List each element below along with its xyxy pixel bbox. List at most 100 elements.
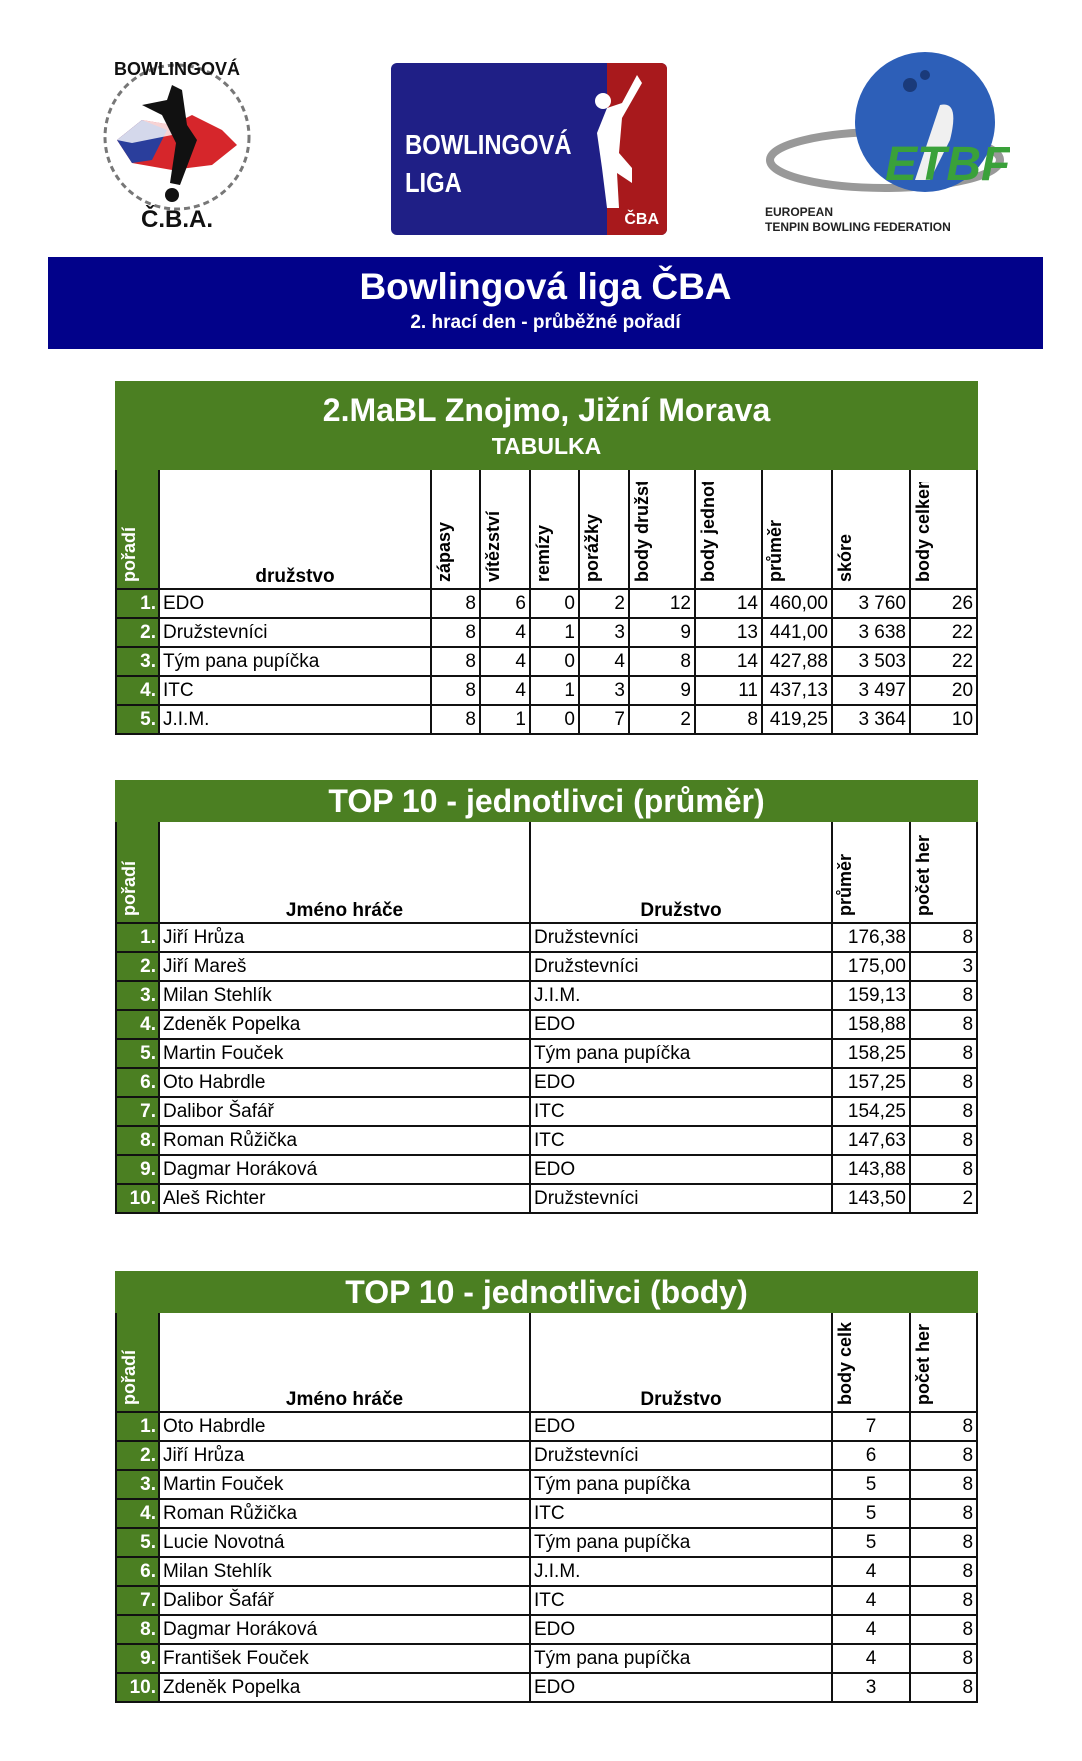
- rank-cell: 10.: [115, 1672, 160, 1703]
- table-cell: 8: [628, 646, 696, 677]
- etbf-logo: ETBF EUROPEAN TENPIN BOWLING FEDERATION: [765, 50, 1012, 235]
- table-cell: EDO: [529, 1067, 833, 1098]
- column-header: průměr: [761, 468, 833, 590]
- table-cell: 8: [908, 1440, 979, 1471]
- rank-cell: 6.: [115, 1556, 160, 1587]
- table-cell: 8: [908, 1038, 979, 1069]
- rank-cell: 4.: [115, 1009, 160, 1040]
- column-header-label: pořadí: [120, 1349, 139, 1405]
- table-row: 4. Zdeněk Popelka EDO 158,88 8: [115, 1009, 979, 1040]
- standings-table: 2.MaBL Znojmo, Jižní Morava TABULKA pořa…: [114, 381, 979, 735]
- table-cell: 22: [908, 646, 979, 677]
- table-cell: ITC: [529, 1125, 833, 1156]
- table-cell: 6: [831, 1440, 911, 1471]
- etbf-line2: TENPIN BOWLING FEDERATION: [765, 220, 951, 234]
- rank-cell: 5.: [115, 1038, 160, 1069]
- table-row: 2. Jiří Hrůza Družstevníci 6 8: [115, 1440, 979, 1471]
- table-cell: 8: [908, 1154, 979, 1185]
- column-header: porážky: [578, 468, 630, 590]
- standings-title-cell: 2.MaBL Znojmo, Jižní Morava TABULKA: [114, 381, 979, 470]
- table-cell: 8: [430, 704, 481, 735]
- table-cell: Družstevníci: [529, 1183, 833, 1214]
- rank-cell: 1.: [115, 922, 160, 953]
- table-cell: 176,38: [831, 922, 911, 953]
- column-header: průměr: [831, 820, 911, 924]
- rank-cell: 3.: [115, 1469, 160, 1500]
- table-cell: 8: [908, 1096, 979, 1127]
- table-cell: Tým pana pupíčka: [158, 646, 432, 677]
- table-cell: 3: [831, 1672, 911, 1703]
- column-header: pořadí: [115, 1311, 160, 1413]
- table-cell: 158,25: [831, 1038, 911, 1069]
- table-row: 6. Milan Stehlík J.I.M. 4 8: [115, 1556, 979, 1587]
- column-header: Jméno hráče: [158, 820, 531, 924]
- table-cell: 11: [694, 675, 763, 706]
- bowler-silhouette-icon: [595, 75, 642, 208]
- column-header: body jednotlivci: [694, 468, 763, 590]
- table-cell: 419,25: [761, 704, 833, 735]
- column-header: skóre: [831, 468, 911, 590]
- table-cell: 20: [908, 675, 979, 706]
- table-cell: 3 497: [831, 675, 911, 706]
- table-cell: 4: [831, 1556, 911, 1587]
- table-cell: 8: [908, 1125, 979, 1156]
- table-cell: 3: [908, 951, 979, 982]
- table-cell: Roman Růžička: [158, 1125, 531, 1156]
- column-header-label: zápasy: [435, 521, 454, 582]
- table-row: 2. Jiří Mareš Družstevníci 175,00 3: [115, 951, 979, 982]
- table-cell: 6: [479, 588, 531, 619]
- table-row: 3. Tým pana pupíčka 8 4 0 4 8 14 427,88 3 503 22: [115, 646, 979, 677]
- standings-subtitle: TABULKA: [491, 432, 602, 459]
- table-cell: Tým pana pupíčka: [529, 1469, 833, 1500]
- table-cell: 13: [694, 617, 763, 648]
- table-cell: 1: [479, 704, 531, 735]
- bowlingova-liga-logo: BOWLINGOVÁ LIGA ČBA: [391, 63, 667, 235]
- svg-text:BOWLINGOVÁ: BOWLINGOVÁ: [114, 58, 240, 79]
- table-cell: Zdeněk Popelka: [158, 1672, 531, 1703]
- column-header-label: body celkem: [914, 482, 933, 582]
- column-header-label: vítězství: [484, 510, 503, 582]
- table-cell: 8: [908, 980, 979, 1011]
- column-header-label: remízy: [534, 524, 553, 582]
- table-cell: 1: [529, 617, 580, 648]
- rank-cell: 8.: [115, 1125, 160, 1156]
- column-header: remízy: [529, 468, 580, 590]
- column-header-label: pořadí: [120, 526, 139, 582]
- table-cell: ITC: [529, 1096, 833, 1127]
- table-cell: 9: [628, 675, 696, 706]
- table-cell: František Fouček: [158, 1643, 531, 1674]
- column-header: počet her: [908, 1311, 979, 1413]
- table-row: 3. Milan Stehlík J.I.M. 159,13 8: [115, 980, 979, 1011]
- page-subtitle: 2. hrací den - průběžné pořadí: [410, 312, 681, 333]
- svg-text:ETBF: ETBF: [885, 138, 1010, 191]
- table-cell: Oto Habrdle: [158, 1067, 531, 1098]
- logo-text-line1: BOWLINGOVÁ: [405, 129, 572, 160]
- table-cell: ITC: [158, 675, 432, 706]
- table-cell: Družstevníci: [529, 1440, 833, 1471]
- rank-cell: 8.: [115, 1614, 160, 1645]
- column-header: vítězství: [479, 468, 531, 590]
- page-title: Bowlingová liga ČBA: [359, 266, 732, 307]
- standings-title: 2.MaBL Znojmo, Jižní Morava: [322, 391, 771, 428]
- rank-cell: 7.: [115, 1096, 160, 1127]
- table-cell: 8: [430, 646, 481, 677]
- table-cell: 3: [578, 675, 630, 706]
- table-cell: 3 364: [831, 704, 911, 735]
- rank-cell: 1.: [115, 588, 160, 619]
- column-header-label: průměr: [766, 519, 785, 582]
- rank-cell: 7.: [115, 1585, 160, 1616]
- table-cell: Družstevníci: [158, 617, 432, 648]
- table-cell: Lucie Novotná: [158, 1527, 531, 1558]
- table-cell: 2: [628, 704, 696, 735]
- column-header-label: pořadí: [120, 860, 139, 916]
- top-average-table: TOP 10 - jednotlivci (průměr) pořadí Jmén…: [114, 780, 979, 1214]
- table-cell: Dalibor Šafář: [158, 1096, 531, 1127]
- column-header-label: Jméno hráče: [285, 1389, 404, 1410]
- header-banner: Bowlingová liga ČBA 2. hrací den - průbě…: [48, 257, 1043, 349]
- table-row: 8. Roman Růžička ITC 147,63 8: [115, 1125, 979, 1156]
- table-cell: 3: [578, 617, 630, 648]
- table-cell: 0: [529, 588, 580, 619]
- table-row: 5. Lucie Novotná Tým pana pupíčka 5 8: [115, 1527, 979, 1558]
- svg-text:Č.B.A.: Č.B.A.: [141, 205, 213, 233]
- table-cell: 8: [908, 1614, 979, 1645]
